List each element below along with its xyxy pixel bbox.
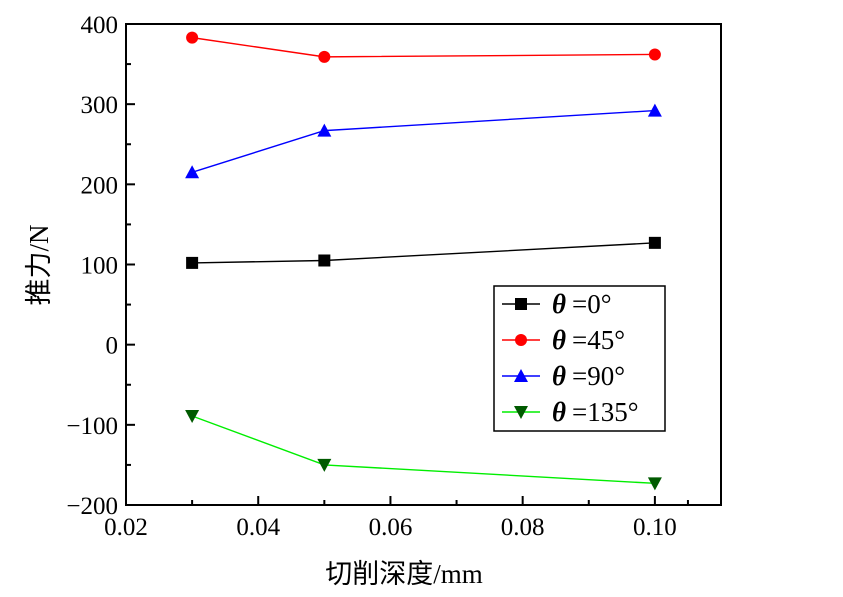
legend-swatch-marker [515,298,527,310]
legend-item: θ =45° [502,325,625,355]
series-line [192,242,655,264]
series-group [185,31,662,491]
y-tick-label: −100 [66,413,118,440]
y-tick-label: −200 [66,493,118,520]
y-tick-label: 0 [106,333,119,360]
data-point [318,50,331,63]
data-point [648,48,661,61]
data-point [185,165,200,179]
legend-label-value: =135° [572,397,639,427]
x-tick-label: 0.10 [633,514,677,541]
series-3 [185,410,662,491]
data-point [648,236,661,249]
legend-label-value: =0° [572,289,612,319]
legend-item: θ =135° [502,397,639,427]
plot-area [125,23,722,506]
plot-frame [125,23,722,506]
axes-group: 0.02 0.04 0.06 0.08 0.10 −200 −100 0 100 200 300 40… [66,12,689,541]
y-tick-label: 300 [81,92,119,119]
legend-item: θ =0° [502,289,612,319]
legend-label: θ =135° [552,397,639,427]
data-point [185,410,200,424]
data-point [647,103,662,117]
legend-swatch-marker [514,406,528,419]
legend-label-symbol: θ [552,361,566,391]
data-point [318,254,331,267]
y-axis-title: 推力/N [24,225,54,306]
legend-swatch-marker [515,334,527,346]
x-tick-label: 0.02 [104,514,148,541]
legend-label-value: =45° [572,325,625,355]
legend-label-symbol: θ [552,397,566,427]
legend-label: θ =90° [552,361,625,391]
series-line [192,36,655,58]
legend-label: θ =0° [552,289,612,319]
series-2 [185,103,662,179]
data-point [317,123,332,137]
series-0 [186,236,661,269]
x-tick-label: 0.06 [369,514,413,541]
x-tick-label: 0.08 [501,514,545,541]
legend-item: θ =90° [502,361,625,391]
legend-label-symbol: θ [552,289,566,319]
data-point [317,458,332,472]
x-tick-label: 0.04 [236,514,280,541]
data-point [186,256,199,269]
y-tick-label: 100 [81,253,119,280]
legend-label-value: =90° [572,361,625,391]
series-1 [186,31,661,63]
y-tick-label: 400 [81,12,119,39]
data-point [186,31,199,44]
legend-swatch-marker [514,369,528,382]
y-tick-label: 200 [81,172,119,199]
data-point [647,477,662,491]
legend-label: θ =45° [552,325,625,355]
x-axis-title: 切削深度/mm [325,559,483,589]
legend: θ =0°θ =45°θ =90°θ =135° [493,285,666,432]
series-line [191,109,655,173]
legend-label-symbol: θ [552,325,566,355]
